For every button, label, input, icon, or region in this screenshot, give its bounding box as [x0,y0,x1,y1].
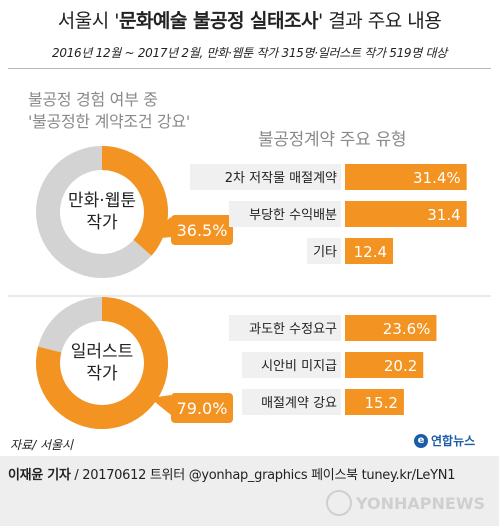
logo-text: 연합뉴스 [431,434,476,448]
bar-1-category-2: 매절계약 강요 [261,396,337,411]
illustration-callout-tail [150,395,171,415]
bar-0-value-1: 31.4 [427,206,460,224]
yonhap-logo: e 연합뉴스 [414,432,475,449]
divider-top [8,68,491,69]
comic-webtoon-callout-box [171,215,233,245]
bar-1-category-bg-2 [242,389,341,415]
illustration-donut-slice [35,297,168,430]
right-section-title: 불공정계약 주요 유형 [258,130,407,150]
watermark-text: YONHAPNEWS [356,493,485,513]
comic-webtoon-value-label: 36.5% [177,221,228,240]
comic-webtoon-callout-tail [143,217,171,240]
left-title-line1: 불공정 경험 여부 중 [28,90,158,109]
footer-bar: 이재윤 기자 / 20170612 트위터 @yonhap_graphics 페… [0,456,499,526]
bar-1-category-bg-1 [242,352,341,378]
bar-1-value-2: 15.2 [364,394,397,412]
bar-0-value-0: 31.4% [413,169,461,187]
comic-webtoon-center-label-1: 만화·웹툰 [68,191,136,211]
bar-1-bar-0 [345,315,437,341]
bar-1-category-bg-0 [229,315,341,341]
bar-0-category-1: 부당한 수익배분 [249,208,337,223]
illustration-center-label-1: 일러스트 [71,342,134,362]
source-note: 자료/ 서울시 [10,438,74,452]
comic-webtoon-center-label-2: 작가 [86,213,118,233]
reporter-name: 이재윤 기자 [8,468,71,483]
illustration-value-label: 79.0% [177,399,228,418]
bar-0-category-2: 기타 [313,245,337,260]
bar-0-category-0: 2차 저작물 매절계약 [225,171,337,186]
bar-0-bar-2 [345,238,394,264]
left-title-line2: '불공정한 계약조건 강요' [28,112,190,131]
bar-1-value-1: 20.2 [384,357,417,375]
bar-0-bar-1 [345,201,467,227]
bar-1-value-0: 23.6% [383,320,431,338]
yonhap-logo-icon: e [414,433,428,448]
bar-0-value-2: 12.4 [354,243,387,261]
credit-info: / 20170612 트위터 @yonhap_graphics 페이스북 tun… [70,468,456,483]
survey-subtitle: 2016년 12월 ~ 2017년 2월, 만화·웹툰 작가 315명·일러스트… [52,46,447,60]
title-suffix: ' 결과 주요 내용 [317,10,442,32]
bar-1-category-1: 시안비 미지급 [261,359,337,374]
yonhap-watermark: YONHAPNEWS [326,490,485,516]
credit-line: 이재윤 기자 / 20170612 트위터 @yonhap_graphics 페… [8,464,455,483]
bar-1-bar-1 [345,352,424,378]
watermark-icon [326,490,352,516]
title-prefix: 서울시 ' [57,10,120,32]
infographic-title: 서울시 '문화예술 불공정 실태조사' 결과 주요 내용 [0,6,499,33]
illustration-callout-box [171,393,233,423]
bar-1-bar-2 [345,389,404,415]
bar-0-category-bg-1 [229,201,341,227]
bar-0-bar-0 [345,164,467,190]
illustration-center-label-2: 작가 [86,364,118,384]
comic-webtoon-donut-slice [102,146,168,256]
bar-0-category-bg-2 [307,238,341,264]
title-highlight: 문화예술 불공정 실태조사 [118,10,319,32]
bar-0-category-bg-0 [190,164,341,190]
bar-1-category-0: 과도한 수정요구 [249,322,337,337]
